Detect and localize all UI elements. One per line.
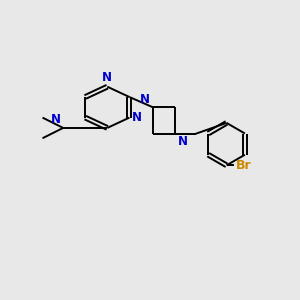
Text: N: N bbox=[102, 71, 112, 84]
Text: N: N bbox=[132, 111, 142, 124]
Text: N: N bbox=[140, 93, 150, 106]
Text: N: N bbox=[51, 113, 61, 126]
Text: Br: Br bbox=[236, 159, 251, 172]
Text: N: N bbox=[178, 135, 188, 148]
